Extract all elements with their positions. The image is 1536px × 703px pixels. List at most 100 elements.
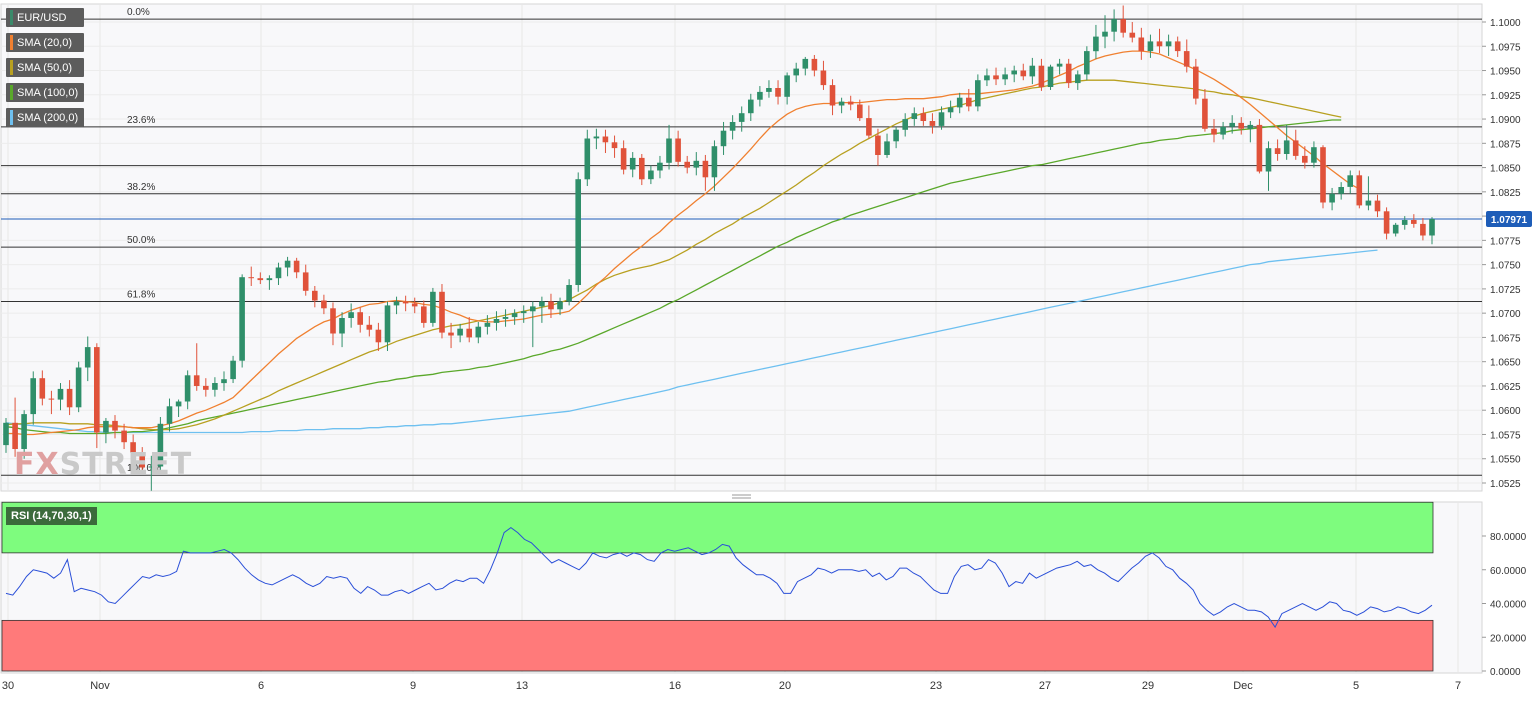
candle [920,107,927,126]
candle [384,301,391,352]
candle-body [711,146,718,178]
candle-body [248,277,254,279]
candle [21,410,27,459]
candle-body [1093,36,1099,52]
candle [30,371,36,425]
candle-body [66,388,73,408]
candle [802,56,809,76]
candle [1065,58,1072,88]
candle-body [611,142,618,149]
y-tick-label: 1.0550 [1490,455,1521,466]
y-tick-label: 1.0525 [1490,479,1521,490]
sma-100-swatch [10,85,13,100]
rsi-legend[interactable]: RSI (14,70,30,1) [6,507,97,525]
candle-body [1156,41,1163,47]
candle [1411,214,1417,228]
candle-body [1102,31,1108,37]
candle-body [593,136,600,139]
candle [139,447,145,471]
candle [1211,119,1217,143]
candle [947,100,954,119]
candle [984,68,990,87]
candle [1084,46,1090,81]
candle [1274,139,1281,161]
candle [1174,36,1181,57]
candle-body [457,328,463,336]
candle-body [1365,200,1372,206]
candle [1383,207,1390,240]
candle [1420,218,1426,241]
candle-body [302,272,309,291]
candle-body [84,347,91,368]
candle [620,140,627,175]
candle [875,128,881,166]
candle [629,152,636,178]
candle [1338,182,1344,200]
candle-body [1211,128,1217,135]
legend-sma-200[interactable]: SMA (200,0) [6,108,85,127]
candle [820,60,827,90]
candle [1011,65,1017,83]
fxstreet-watermark-logo: FXSTREET [14,447,193,482]
candle [1247,120,1254,143]
candle-body [720,130,727,147]
candle-body [1065,63,1072,84]
candle-body [929,121,936,126]
candle [257,272,264,285]
candle-body [847,101,854,105]
candle [84,336,91,382]
candle-body [566,285,572,302]
candle-body [239,277,245,361]
candle [1392,222,1399,237]
candle-body [121,430,127,443]
legend-sma-20[interactable]: SMA (20,0) [6,33,85,52]
candle-body [1020,70,1027,77]
candle [193,343,200,391]
candle-body [520,311,527,314]
candle-body [1238,122,1244,129]
y-tick-label: 1.0700 [1490,309,1521,320]
rsi-y-tick-label: 60.0000 [1490,566,1527,577]
candle [302,264,309,296]
candle-body [321,300,327,309]
legend-symbol[interactable]: EUR/USD [6,8,85,27]
candle-body [648,170,654,180]
candle-body [702,160,709,178]
candle [1111,9,1117,42]
x-tick-label: 16 [669,680,681,692]
candle-body [402,301,409,304]
y-tick-label: 1.0675 [1490,333,1521,344]
candle-body [884,141,890,155]
legend-sma-50[interactable]: SMA (50,0) [6,58,85,77]
candle [1347,170,1353,194]
candle [1401,216,1408,230]
candle [130,434,136,460]
candle [1374,194,1381,218]
pane-resize-handle[interactable] [732,494,751,499]
candle [1120,5,1126,38]
candle [666,124,672,170]
x-tick-label: Nov [90,680,110,692]
candle-body [130,442,136,453]
candle-body [48,398,55,400]
candle [103,417,109,444]
candle [175,399,182,418]
candle [557,297,563,316]
candle-body [829,85,836,106]
legend-sma-100[interactable]: SMA (100,0) [6,83,85,102]
candle-body [511,313,518,318]
candle-body [857,104,863,119]
candle-body [1347,175,1353,187]
candle [738,106,745,132]
candle [1256,119,1263,174]
y-tick-label: 1.0625 [1490,382,1521,393]
candle-body [1183,51,1190,67]
sma-lines [5,50,1378,436]
candle-body [666,138,672,163]
candle-body [993,75,999,80]
candle [421,300,427,328]
fib-level-label: 61.8% [127,290,155,301]
candle [1165,34,1172,56]
candle [339,312,345,348]
